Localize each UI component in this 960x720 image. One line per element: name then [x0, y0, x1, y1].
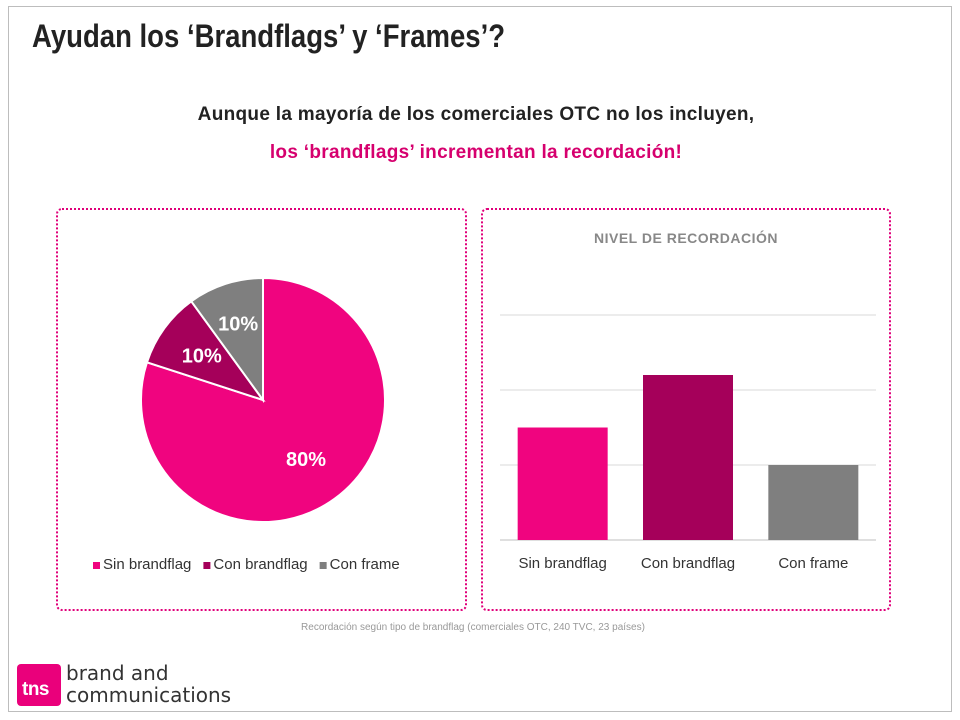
pie-slice-con-frame [189, 276, 264, 404]
legend-swatch-con-brandflag [203, 562, 211, 569]
pie-data-label-con-brandflag: 10% [182, 346, 222, 368]
brand-tagline-line-2: communications [66, 683, 232, 707]
bar-sin-brandflag [517, 427, 608, 540]
subtitle-line-2: los ‘brandflags’ incrementan la recordac… [269, 142, 683, 163]
pie-chart-panel [56, 208, 467, 611]
bar-x-tick-con-brandflag: Con brandflag [641, 555, 735, 572]
chart-caption: Recordación según tipo de brandflag (com… [301, 622, 645, 633]
slide-title: Ayudan los ‘Brandflags’ y ‘Frames’? [32, 18, 506, 54]
legend-swatch-con-frame [319, 562, 327, 569]
legend-label-con-brandflag: Con brandflag [213, 556, 307, 573]
legend-swatch-sin-brandflag [93, 562, 100, 569]
tns-logo-mark: tns [22, 679, 50, 700]
pie-slice-con-brandflag [145, 299, 266, 402]
legend-label-con-frame: Con frame [330, 556, 400, 573]
bar-chart-title: NIVEL DE RECORDACIÓN [594, 230, 778, 246]
subtitle-line-1: Aunque la mayoría de los comerciales OTC… [197, 104, 755, 125]
bar-con-frame [768, 465, 859, 540]
legend-label-sin-brandflag: Sin brandflag [103, 556, 191, 573]
brand-tagline: brand and communications [66, 662, 231, 706]
brand-tagline-line-1: brand and [66, 661, 169, 685]
tns-logo [17, 664, 61, 706]
bar-chart-panel [481, 208, 891, 611]
pie-data-label-con-frame: 10% [218, 313, 258, 335]
slide-frame [8, 6, 952, 712]
pie-data-label-sin-brandflag: 80% [286, 449, 326, 471]
bar-x-tick-sin-brandflag: Sin brandflag [518, 555, 606, 572]
bar-x-tick-con-frame: Con frame [778, 555, 848, 572]
bar-con-brandflag [643, 375, 733, 540]
